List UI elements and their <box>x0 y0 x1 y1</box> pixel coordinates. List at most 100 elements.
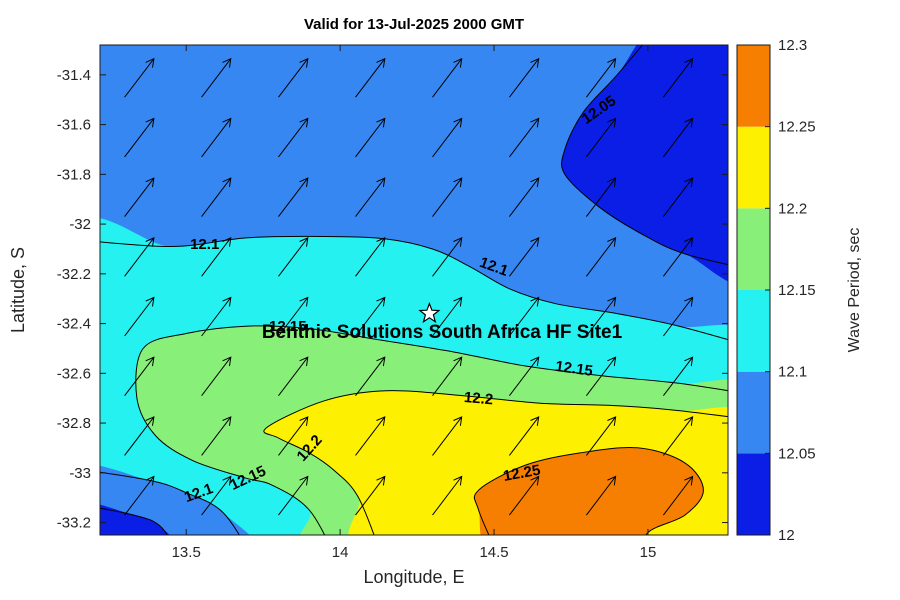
colorbar-tick-label: 12 <box>778 527 795 544</box>
generated-chart-layer: 12.05 12.1 12.1 12.15 12.15 12.2 12.2 12.25 12.1… <box>57 37 816 561</box>
colorbar-band <box>737 45 770 127</box>
quiver-arrow <box>355 416 386 456</box>
contour-line-12.05-southwest <box>100 507 168 535</box>
quiver-arrow <box>586 117 617 158</box>
quiver-arrow <box>124 475 155 516</box>
quiver-arrow <box>432 475 463 516</box>
quiver-arrow <box>355 475 386 516</box>
quiver-arrow <box>509 356 540 397</box>
quiver-arrow <box>201 296 232 337</box>
contour-label: 12.25 <box>502 462 542 485</box>
quiver-arrow <box>278 296 309 337</box>
quiver-arrow <box>663 177 694 217</box>
contour-line-12.1-southwest <box>100 471 240 535</box>
quiver-arrow <box>509 236 540 277</box>
y-tick-label: -32.2 <box>57 266 91 283</box>
quiver-arrow <box>432 356 463 397</box>
quiver-arrow <box>663 416 694 456</box>
quiver-arrow <box>355 236 386 277</box>
quiver-arrow <box>586 356 617 397</box>
colorbar-band <box>737 453 770 535</box>
y-axis-label: Latitude, S <box>8 247 28 333</box>
quiver-arrow <box>432 416 463 456</box>
site-annotation: Benthic Solutions South Africa HF Site1 <box>262 322 623 343</box>
quiver-arrow <box>509 57 540 98</box>
quiver-arrow <box>586 177 617 217</box>
quiver-arrow <box>355 296 386 337</box>
quiver-arrow <box>432 296 463 337</box>
contour-label: 12.2 <box>463 389 494 408</box>
quiver-arrow <box>124 416 155 456</box>
quiver-arrow <box>509 177 540 217</box>
quiver-arrow <box>201 356 232 397</box>
contour-line-12.2 <box>263 390 728 535</box>
quiver-arrow <box>124 117 155 158</box>
colorbar-tick-label: 12.05 <box>778 445 816 462</box>
quiver-arrow <box>201 416 232 456</box>
x-tick-label: 14 <box>332 544 349 561</box>
quiver-arrow <box>586 475 617 516</box>
colorbar-title: Wave Period, sec <box>846 228 863 353</box>
quiver-arrow <box>201 475 232 516</box>
quiver-arrow <box>124 177 155 217</box>
quiver-arrow <box>201 57 232 98</box>
quiver-arrow <box>355 117 386 158</box>
quiver-arrow <box>663 475 694 516</box>
quiver-arrow <box>355 356 386 397</box>
y-tick-label: -33.2 <box>57 515 91 532</box>
quiver-arrow <box>509 416 540 456</box>
colorbar-band <box>737 290 770 372</box>
quiver-arrow <box>278 117 309 158</box>
x-tick-label: 15 <box>640 544 657 561</box>
contour-band-12.00-12.05-southwest <box>100 504 170 535</box>
quiver-arrow <box>355 57 386 98</box>
y-tick-label: -32.6 <box>57 365 91 382</box>
y-tick-label: -32.8 <box>57 415 91 432</box>
quiver-arrow <box>278 356 309 397</box>
quiver-arrow <box>432 236 463 277</box>
quiver-arrow <box>355 177 386 217</box>
quiver-arrow <box>509 296 540 337</box>
contour-line-12.1-north <box>100 235 728 341</box>
y-tick-label: -31.4 <box>57 67 91 84</box>
colorbar-band <box>737 371 770 454</box>
colorbar-tick-label: 12.2 <box>778 200 807 217</box>
quiver-arrow <box>278 236 309 277</box>
quiver-arrow <box>663 236 694 277</box>
contour-field: 12.0512.112.112.1512.1512.212.212.2512.1… <box>100 45 728 535</box>
contour-band-12.00-12.05-northeast <box>561 45 728 282</box>
quiver-arrow <box>663 57 694 98</box>
contour-line-12.05-northeast <box>561 45 728 266</box>
quiver-arrow <box>278 57 309 98</box>
x-tick-label: 13.5 <box>172 544 201 561</box>
quiver-arrow <box>124 296 155 337</box>
quiver-arrow <box>201 177 232 217</box>
quiver-arrow <box>509 475 540 516</box>
colorbar-tick-label: 12.15 <box>778 282 816 299</box>
plot-frame <box>99 44 729 536</box>
quiver-arrow <box>432 57 463 98</box>
quiver-arrow <box>663 296 694 337</box>
quiver-arrow <box>663 117 694 158</box>
y-tick-label: -32.4 <box>57 316 91 333</box>
colorbar-band <box>737 208 770 290</box>
quiver-arrow <box>586 416 617 456</box>
y-tick-label: -31.8 <box>57 166 91 183</box>
colorbar-band <box>737 126 770 209</box>
quiver-arrow <box>278 416 309 456</box>
quiver-arrow <box>124 57 155 98</box>
site-marker-star <box>418 301 441 324</box>
quiver-arrow <box>124 356 155 397</box>
quiver-arrow <box>201 236 232 277</box>
contour-label: 12.1 <box>190 236 219 253</box>
colorbar-tick-label: 12.3 <box>778 37 807 54</box>
quiver-arrow <box>432 117 463 158</box>
quiver-arrow <box>124 236 155 277</box>
colorbar-tick-label: 12.1 <box>778 364 807 381</box>
colorbar-tick-label: 12.25 <box>778 119 816 136</box>
x-tick-label: 14.5 <box>479 544 508 561</box>
contour-label: 12.15 <box>554 358 594 380</box>
quiver-arrow <box>432 177 463 217</box>
